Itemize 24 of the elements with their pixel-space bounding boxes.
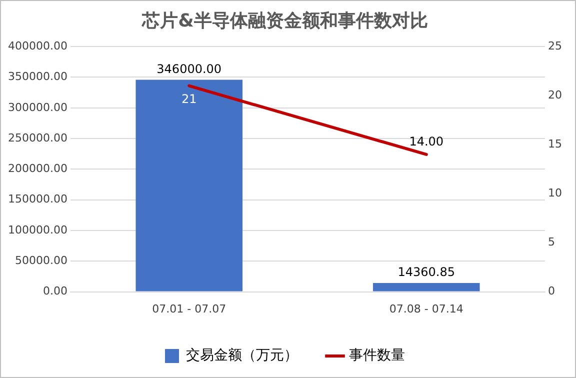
y-tick-label: 200000.00	[8, 162, 68, 176]
data-label: 14360.85	[398, 265, 456, 280]
legend-label: 事件数量	[349, 348, 405, 364]
y-tick-label: 300000.00	[8, 100, 68, 114]
chart-title: 芯片&半导体融资金额和事件数对比	[141, 10, 428, 32]
y-tick-label: 0.00	[42, 284, 68, 298]
y2-tick-label: 10	[548, 186, 562, 200]
y2-tick-label: 15	[548, 138, 562, 151]
y-tick-label: 400000.00	[8, 39, 68, 52]
y2-tick-label: 20	[548, 88, 562, 102]
data-label: 14.00	[409, 134, 444, 149]
y-tick-label: 350000.00	[8, 70, 68, 84]
data-label: 346000.00	[156, 62, 222, 76]
x-tick-label: 07.08 - 07.14	[389, 302, 464, 316]
y-tick-label: 150000.00	[8, 192, 68, 206]
y2-tick-label: 25	[548, 39, 562, 52]
y-tick-label: 100000.00	[8, 223, 68, 236]
y-tick-label: 50000.00	[14, 254, 68, 268]
y2-tick-label: 0	[548, 284, 556, 298]
data-label: 21	[181, 92, 197, 106]
y2-tick-label: 5	[548, 236, 556, 249]
x-tick-label: 07.01 - 07.07	[152, 302, 226, 316]
y-tick-label: 250000.00	[8, 131, 68, 144]
legend-label: 交易金额（万元）	[186, 348, 298, 364]
